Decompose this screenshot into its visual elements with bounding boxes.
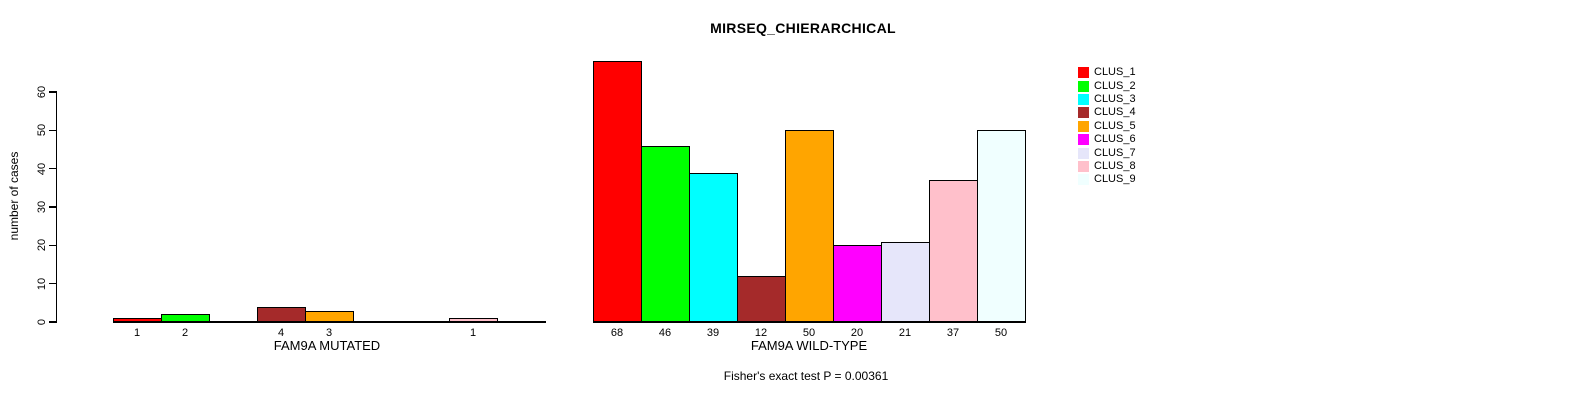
bar-count-label: 1 (469, 327, 477, 339)
legend-swatch-clus-5-icon (1078, 120, 1089, 132)
bar-count-label: 12 (754, 327, 768, 339)
bar-count-label: 37 (946, 327, 960, 339)
legend-swatch-clus-3-icon (1078, 93, 1089, 105)
legend-item-clus-2: CLUS_2 (1078, 79, 1136, 92)
chart-title: MIRSEQ_CHIERARCHICAL (710, 20, 896, 36)
bar-count-label: 21 (898, 327, 912, 339)
legend-swatch-clus-2-icon (1078, 80, 1089, 92)
legend-label: CLUS_7 (1094, 146, 1136, 159)
legend-item-clus-6: CLUS_6 (1078, 133, 1136, 146)
x-axis-label-mutated: FAM9A MUTATED (273, 338, 381, 353)
bar-count-label: 39 (706, 327, 720, 339)
legend-label: CLUS_4 (1094, 106, 1136, 119)
y-tick (49, 206, 57, 208)
legend-label: CLUS_5 (1094, 119, 1136, 132)
legend-swatch-clus-1-icon (1078, 67, 1089, 79)
legend-swatch-clus-9-icon (1078, 174, 1089, 186)
legend-item-clus-7: CLUS_7 (1078, 146, 1136, 159)
bar-count-label: 2 (181, 327, 189, 339)
y-tick-label: 50 (36, 124, 48, 137)
x-baseline (593, 321, 1026, 323)
bar-clus_9 (977, 130, 1026, 323)
bar-count-label: 50 (994, 327, 1008, 339)
y-tick-label: 60 (36, 85, 48, 99)
y-tick-label: 0 (36, 318, 48, 326)
y-axis-label: number of cases (7, 151, 21, 241)
bar-count-label: 4 (277, 327, 285, 339)
legend-label: CLUS_2 (1094, 79, 1136, 92)
bar-count-label: 46 (658, 327, 672, 339)
y-tick-label: 20 (36, 239, 48, 252)
legend-label: CLUS_3 (1094, 92, 1136, 105)
y-tick (49, 321, 57, 323)
legend-item-clus-8: CLUS_8 (1078, 160, 1136, 173)
bar-clus_6 (833, 245, 882, 323)
y-tick (49, 129, 57, 132)
legend-item-clus-4: CLUS_4 (1078, 106, 1136, 119)
legend: CLUS_1 CLUS_2 CLUS_3 CLUS_4 CLUS_5 CLUS_… (1078, 66, 1136, 187)
bar-clus_1 (593, 61, 642, 323)
y-tick (49, 282, 57, 285)
y-tick (49, 91, 57, 93)
legend-swatch-clus-6-icon (1078, 134, 1089, 146)
bar-clus_3 (689, 172, 738, 323)
bar-clus_7 (881, 241, 930, 323)
bar-clus_5 (785, 130, 834, 323)
bar-clus_4 (737, 276, 786, 323)
bar-count-label: 1 (133, 327, 141, 339)
x-baseline (113, 321, 546, 323)
legend-swatch-clus-8-icon (1078, 160, 1089, 172)
y-tick (49, 167, 57, 170)
legend-item-clus-3: CLUS_3 (1078, 93, 1136, 106)
legend-label: CLUS_1 (1094, 66, 1136, 79)
legend-item-clus-5: CLUS_5 (1078, 120, 1136, 133)
bar-count-label: 20 (850, 327, 864, 339)
fisher-test-annotation: Fisher's exact test P = 0.00361 (723, 369, 889, 383)
bar-count-label: 50 (802, 327, 816, 339)
y-tick (49, 244, 57, 247)
y-tick-label: 40 (36, 162, 48, 175)
legend-label: CLUS_6 (1094, 133, 1136, 146)
y-tick-label: 10 (36, 277, 48, 290)
bar-clus_2 (641, 145, 690, 323)
legend-swatch-clus-7-icon (1078, 147, 1089, 159)
legend-item-clus-1: CLUS_1 (1078, 66, 1136, 79)
bar-count-label: 68 (610, 327, 624, 339)
legend-label: CLUS_9 (1094, 173, 1136, 186)
legend-swatch-clus-4-icon (1078, 107, 1089, 119)
bar-clus_8 (929, 180, 978, 323)
legend-label: CLUS_8 (1094, 159, 1136, 172)
x-axis-label-wild-type: FAM9A WILD-TYPE (750, 338, 868, 353)
legend-item-clus-9: CLUS_9 (1078, 173, 1136, 186)
y-tick-label: 30 (36, 200, 48, 214)
bar-count-label: 3 (325, 327, 333, 339)
